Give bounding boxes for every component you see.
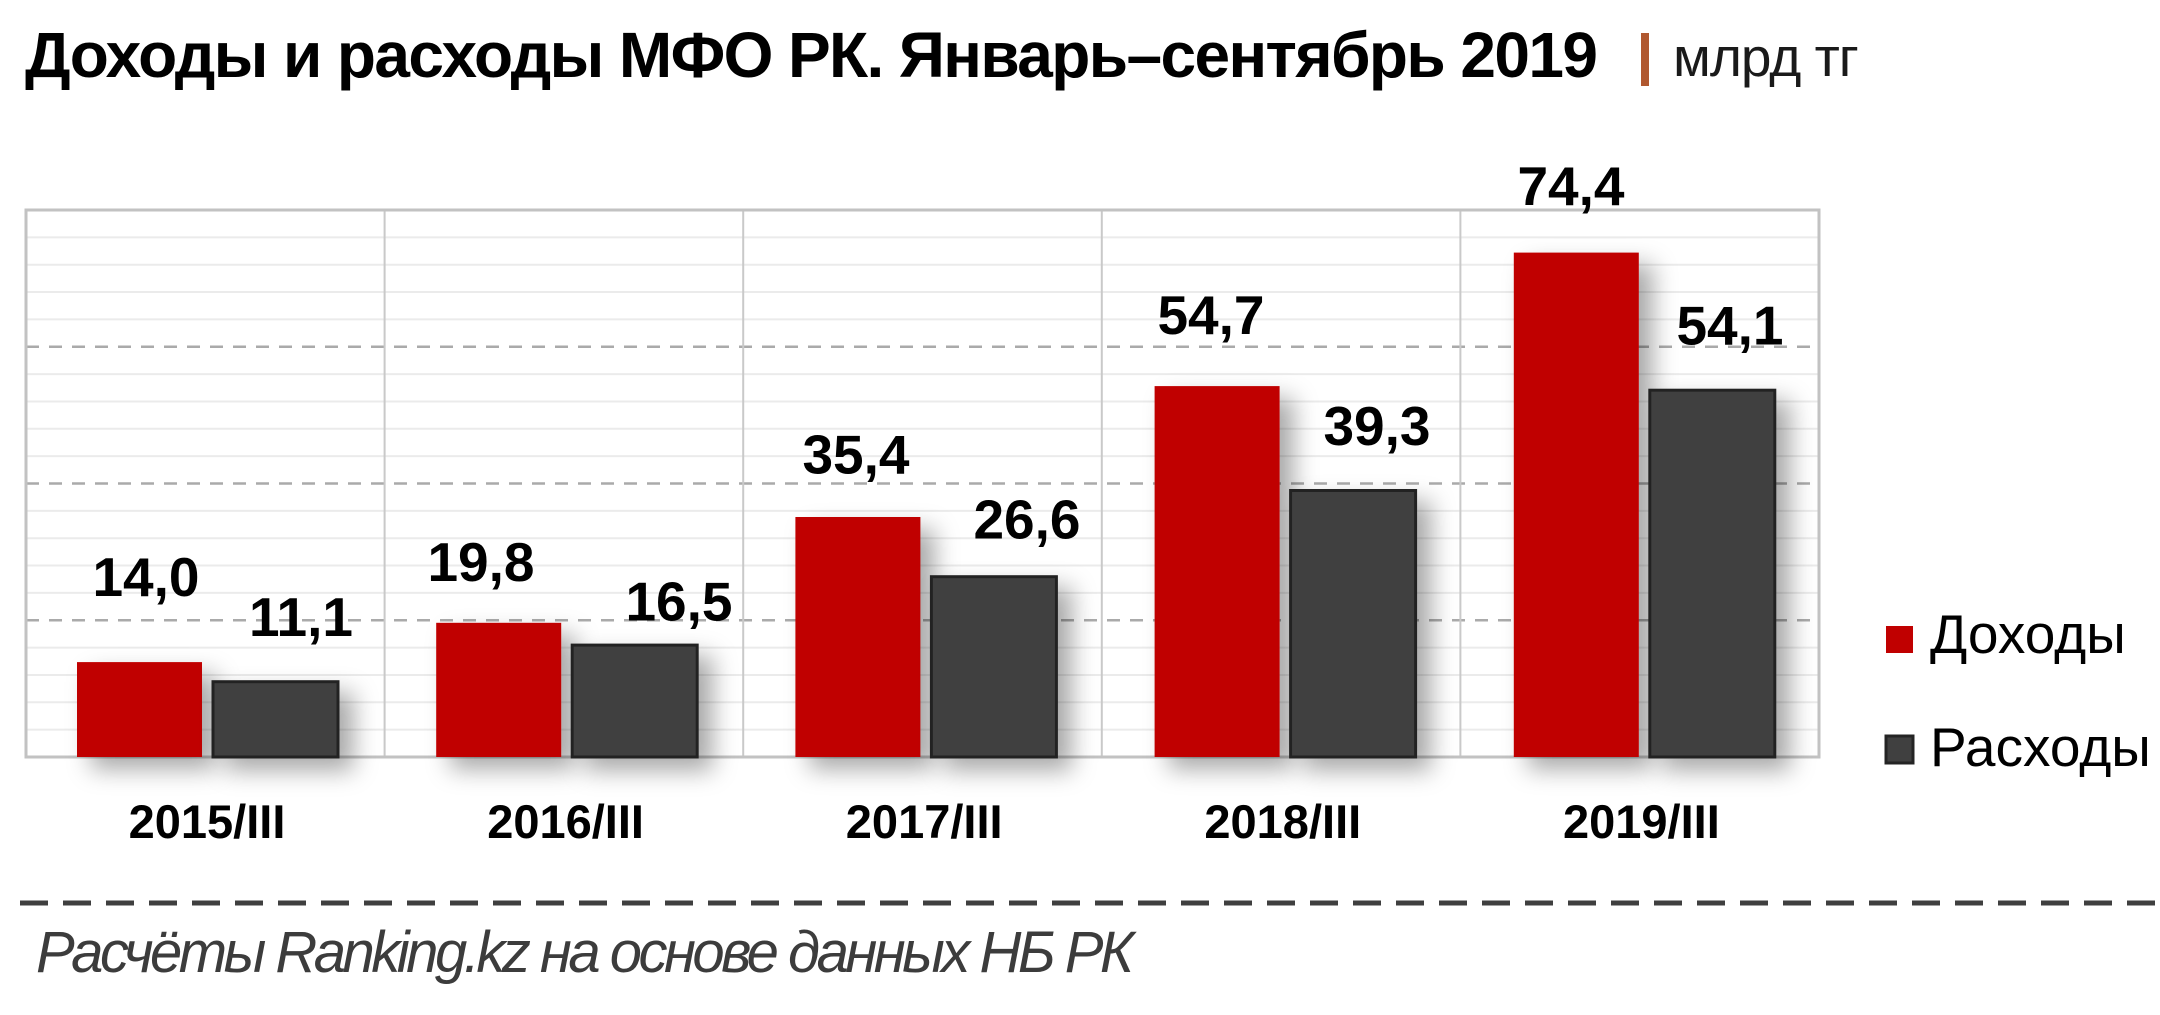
- svg-text:26,6: 26,6: [973, 489, 1080, 551]
- svg-text:2018/III: 2018/III: [1204, 795, 1361, 848]
- svg-text:2019/III: 2019/III: [1563, 795, 1720, 848]
- svg-text:19,8: 19,8: [427, 531, 534, 593]
- svg-text:2017/III: 2017/III: [846, 795, 1003, 848]
- svg-text:2016/III: 2016/III: [487, 795, 644, 848]
- svg-text:Доходы и расходы МФО РК. Январ: Доходы и расходы МФО РК. Январь–сентябрь…: [25, 19, 1596, 91]
- svg-text:35,4: 35,4: [802, 424, 909, 486]
- svg-text:Расходы: Расходы: [1930, 716, 2151, 778]
- svg-text:54,7: 54,7: [1157, 284, 1264, 346]
- svg-text:54,1: 54,1: [1676, 295, 1783, 357]
- svg-text:39,3: 39,3: [1323, 395, 1430, 457]
- svg-text:2015/III: 2015/III: [129, 795, 286, 848]
- svg-text:Доходы: Доходы: [1930, 603, 2126, 665]
- svg-text:14,0: 14,0: [92, 546, 199, 608]
- svg-text:74,4: 74,4: [1517, 155, 1624, 217]
- svg-text:11,1: 11,1: [249, 586, 353, 648]
- svg-text:млрд тг: млрд тг: [1673, 26, 1858, 88]
- svg-text:16,5: 16,5: [625, 571, 732, 633]
- svg-text:Расчёты Ranking.kz на основе д: Расчёты Ranking.kz на основе данных НБ Р…: [36, 920, 1137, 985]
